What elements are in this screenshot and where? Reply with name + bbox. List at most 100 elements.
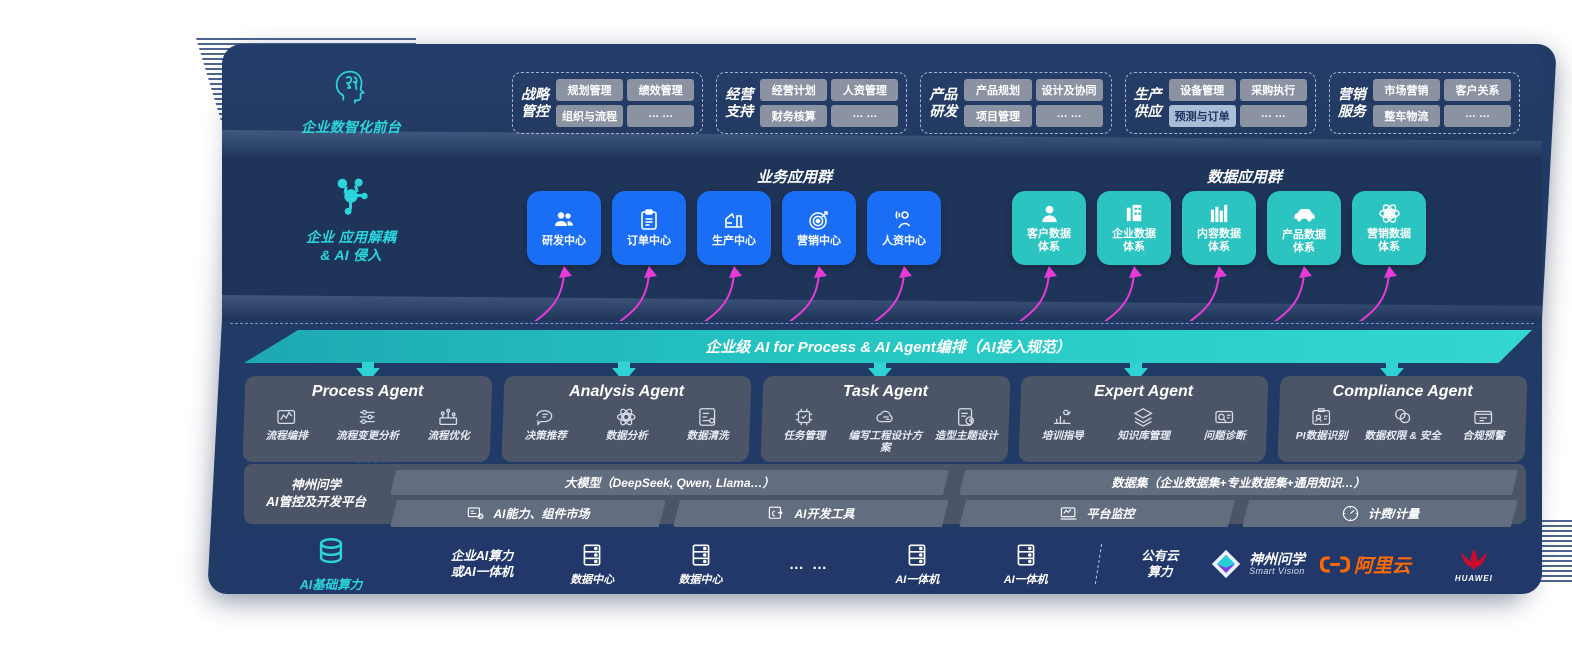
domain-tag[interactable]: … … xyxy=(1035,105,1103,127)
domain-tag[interactable]: 设备管理 xyxy=(1168,79,1236,101)
agent-capability[interactable]: 知识库管理 xyxy=(1106,406,1183,443)
logo-smart-vision[interactable]: 神州问学 Smart Vision xyxy=(1203,547,1311,581)
domain-tag[interactable]: 整车物流 xyxy=(1372,105,1440,127)
app-card-rd[interactable]: 研发中心 xyxy=(527,191,601,265)
domain-tag[interactable]: 设计及协同 xyxy=(1035,79,1103,101)
platform-cell-label: 计费/计量 xyxy=(1367,507,1420,521)
agent-capability[interactable]: 数据清洗 xyxy=(669,406,746,443)
optimize-icon xyxy=(439,408,458,425)
platform-cell-label: 平台监控 xyxy=(1086,507,1135,521)
agent-card-compliance[interactable]: Compliance Agent PI数据识别 数据权限 & 安全 合规预 xyxy=(1277,376,1528,463)
agent-card-expert[interactable]: Expert Agent 培训指导 知识库管理 问题诊断 xyxy=(1018,376,1269,463)
agent-capability[interactable]: 培训指导 xyxy=(1025,406,1102,443)
business-group-title: 业务应用群 xyxy=(757,169,833,186)
logo-name: 阿里云 xyxy=(1353,555,1411,577)
domain-tag[interactable]: … … xyxy=(831,105,899,127)
domain-group[interactable]: 产品 研发 产品规划 设计及协同 项目管理 … … xyxy=(920,72,1112,134)
dots-icon: … … xyxy=(788,555,830,573)
domain-tag[interactable]: 客户关系 xyxy=(1443,79,1512,101)
domain-group[interactable]: 营销 服务 市场营销 客户关系 整车物流 … … xyxy=(1328,72,1521,134)
group-name-line2: 研发 xyxy=(929,103,958,119)
app-card-order[interactable]: 订单中心 xyxy=(612,191,686,265)
group-name-line2: 支持 xyxy=(725,103,754,119)
agent-capability[interactable]: 问题诊断 xyxy=(1186,406,1263,443)
app-card-production[interactable]: 生产中心 xyxy=(697,191,771,265)
band-ai-platform: 企业级 AI for Process & AI Agent编排（AI接入规范） xyxy=(222,321,1542,534)
app-card-label: 订单中心 xyxy=(627,235,671,248)
data-card-label-2: 体系 xyxy=(1123,241,1145,253)
data-card-content[interactable]: 内容数据 体系 xyxy=(1182,191,1256,265)
domain-group[interactable]: 经营 支持 经营计划 人资管理 财务核算 … … xyxy=(716,72,908,134)
data-card-product[interactable]: 产品数据 体系 xyxy=(1267,191,1341,265)
data-app-cards: 客户数据 体系 企业数据 体系 xyxy=(1012,191,1426,265)
data-clean-icon xyxy=(699,408,716,426)
domain-tag[interactable]: … … xyxy=(1443,105,1512,127)
domain-tag[interactable]: 财务核算 xyxy=(760,105,828,127)
agent-capability[interactable]: 造型主题设计 xyxy=(927,406,1004,454)
rail-front-office: 企业数智化前台 xyxy=(256,62,446,137)
devtool-icon xyxy=(767,504,786,523)
agent-capability[interactable]: 合规预警 xyxy=(1445,406,1522,443)
agent-card-task[interactable]: Task Agent 任务管理 编写工程设计方案 造型主题设计 xyxy=(760,376,1010,463)
business-app-cards: 研发中心 订单中心 生产中心 xyxy=(527,191,941,265)
platform-dev-tools[interactable]: AI开发工具 xyxy=(673,500,949,527)
platform-ai-market[interactable]: AI能力、组件市场 xyxy=(390,500,666,527)
data-card-customer[interactable]: 客户数据 体系 xyxy=(1012,191,1086,265)
agent-capability[interactable]: 编写工程设计方案 xyxy=(847,406,924,454)
agent-capability[interactable]: 流程编排 xyxy=(248,406,325,443)
platform-monitoring[interactable]: 平台监控 xyxy=(959,500,1235,527)
infra-node[interactable]: AI一体机 xyxy=(972,542,1080,587)
task-grid-icon xyxy=(795,408,813,426)
server-icon xyxy=(583,543,601,566)
agent-capability[interactable]: 任务管理 xyxy=(766,406,843,454)
domain-tag[interactable]: 组织与流程 xyxy=(556,105,624,127)
data-card-label-2: 体系 xyxy=(1208,241,1230,253)
domain-group[interactable]: 生产 供应 设备管理 采购执行 预测与订单 … … xyxy=(1124,72,1316,134)
agent-title: Analysis Agent xyxy=(568,383,684,400)
domain-tag[interactable]: 绩效管理 xyxy=(627,79,695,101)
agent-card-analysis[interactable]: Analysis Agent 决策推荐 数据分析 数据清洗 xyxy=(501,376,752,463)
domain-tag[interactable]: 项目管理 xyxy=(964,105,1032,127)
agent-capability[interactable]: 流程变更分析 xyxy=(329,406,406,443)
data-card-enterprise[interactable]: 企业数据 体系 xyxy=(1097,191,1171,265)
domain-tag[interactable]: … … xyxy=(1239,105,1307,127)
data-card-label-2: 体系 xyxy=(1038,241,1060,253)
app-decouple-icon xyxy=(256,172,446,223)
domain-tag-highlighted[interactable]: 预测与订单 xyxy=(1168,105,1236,127)
logo-huawei[interactable]: HUAWEI xyxy=(1420,546,1528,583)
agent-capability[interactable]: 数据分析 xyxy=(588,406,665,443)
group-name-line1: 营销 xyxy=(1337,86,1366,103)
domain-tag[interactable]: … … xyxy=(627,105,695,127)
agent-capability-label: 合规预警 xyxy=(1462,430,1505,442)
agent-capability[interactable]: 数据权限 & 安全 xyxy=(1364,406,1441,443)
agent-capability-label: 流程变更分析 xyxy=(336,430,400,442)
infra-node[interactable]: AI一体机 xyxy=(863,542,971,587)
app-card-hr[interactable]: 人资中心 xyxy=(867,191,941,265)
app-card-marketing[interactable]: 营销中心 xyxy=(782,191,856,265)
design-doc-icon xyxy=(957,408,974,426)
shield-overlap-icon xyxy=(1395,409,1411,424)
data-card-label-1: 企业数据 xyxy=(1112,228,1156,241)
agent-capability[interactable]: 决策推荐 xyxy=(507,406,584,443)
domain-tag[interactable]: 市场营销 xyxy=(1372,79,1440,101)
target-icon xyxy=(809,211,828,230)
agent-card-process[interactable]: Process Agent 流程编排 流程变更分析 流程优化 xyxy=(242,376,493,463)
infra-node[interactable]: 数据中心 xyxy=(646,542,754,587)
domain-tag[interactable]: 产品规划 xyxy=(964,79,1032,101)
infra-divider xyxy=(1094,544,1103,584)
logo-aliyun[interactable]: 阿里云 xyxy=(1311,551,1419,578)
agent-capability[interactable]: 流程优化 xyxy=(410,406,487,443)
platform-models[interactable]: 大模型（DeepSeek, Qwen, Llama…） xyxy=(390,470,949,495)
agent-capability[interactable]: PI数据识别 xyxy=(1283,406,1360,443)
platform-billing[interactable]: 计费/计量 xyxy=(1242,500,1518,527)
data-card-marketing[interactable]: 营销数据 体系 xyxy=(1352,191,1426,265)
domain-tag[interactable]: 人资管理 xyxy=(831,79,899,101)
domain-tag[interactable]: 规划管理 xyxy=(556,79,624,101)
domain-tag[interactable]: 采购执行 xyxy=(1239,79,1307,101)
platform-datasets[interactable]: 数据集（企业数据集+专业数据集+通用知识…） xyxy=(959,470,1518,495)
agent-capability-label: 知识库管理 xyxy=(1117,430,1171,442)
platform-name-line2: AI管控及开发平台 xyxy=(265,495,366,509)
domain-tag[interactable]: 经营计划 xyxy=(760,79,828,101)
domain-group[interactable]: 战略 管控 规划管理 绩效管理 组织与流程 … … xyxy=(512,72,704,134)
infra-node[interactable]: 数据中心 xyxy=(538,542,646,587)
